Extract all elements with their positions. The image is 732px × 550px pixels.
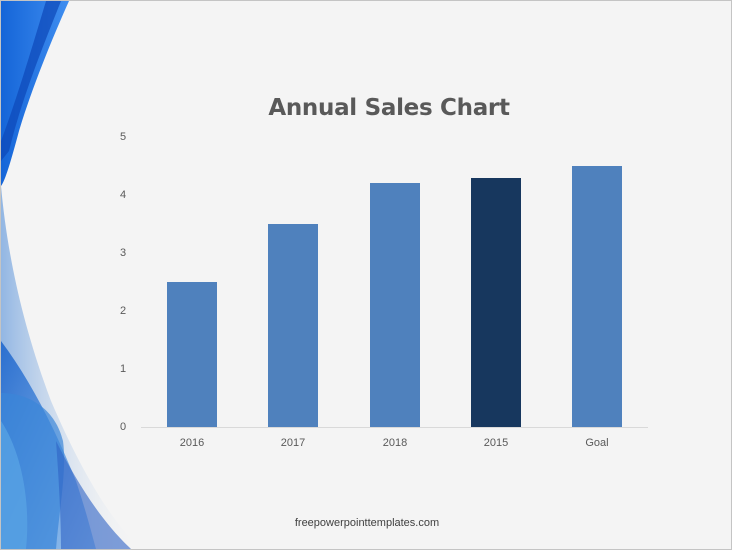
x-tick-label: Goal <box>585 437 609 449</box>
bar-2017 <box>268 224 318 427</box>
x-tick-label: 2018 <box>382 437 408 449</box>
y-tick-label: 5 <box>119 131 127 143</box>
bar-2015 <box>471 177 521 427</box>
chart-title: Annual Sales Chart <box>268 95 510 121</box>
y-tick-label: 2 <box>119 305 127 317</box>
bar-goal <box>572 166 622 427</box>
x-tick-label: 2016 <box>179 437 205 449</box>
x-tick-label: 2017 <box>280 437 306 449</box>
x-tick-label: 2015 <box>483 437 509 449</box>
bar-2016 <box>167 282 217 427</box>
y-tick-label: 1 <box>119 363 127 375</box>
y-tick-label: 0 <box>119 421 127 433</box>
x-axis-line <box>141 427 648 428</box>
bar-2018 <box>370 183 420 427</box>
footer-text: freepowerpointtemplates.com <box>294 517 440 529</box>
y-tick-label: 4 <box>119 189 127 201</box>
blue-wave-decoration <box>1 1 141 549</box>
y-tick-label: 3 <box>119 247 127 259</box>
